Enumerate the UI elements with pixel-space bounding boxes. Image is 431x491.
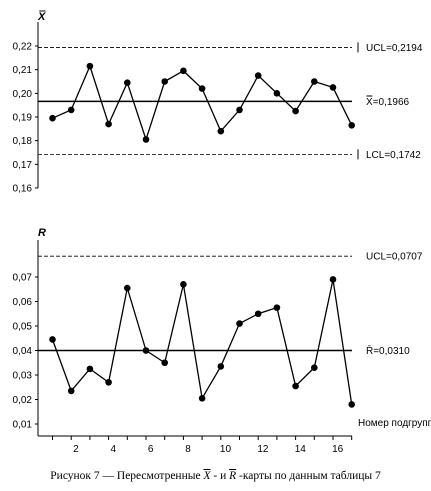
r-data-point xyxy=(236,320,243,327)
r-data-point xyxy=(124,284,131,292)
caption-rbar-symbol: R xyxy=(229,470,237,482)
xbar-y-tick-label: 0,20 xyxy=(13,89,33,100)
xbar-data-point xyxy=(292,107,299,115)
xbar-chart: X̿ 0,16 0,17 0,18 0,19 0,20 0,21 0,22 UCL=0,21… xyxy=(13,10,423,195)
xbar-data-point xyxy=(180,67,187,75)
xbar-data-point xyxy=(217,127,225,135)
r-y-tick-label: 0,06 xyxy=(13,297,33,308)
r-x-tick-label: 16 xyxy=(332,444,344,455)
xbar-series-line xyxy=(52,64,353,142)
xbar-data-point xyxy=(348,121,356,129)
r-data-point xyxy=(198,394,206,402)
r-y-tick-label: 0,02 xyxy=(13,395,33,406)
xbar-y-tick-label: 0,19 xyxy=(13,113,33,124)
r-x-tick-label: 10 xyxy=(220,444,232,455)
xbar-data-point xyxy=(236,106,243,114)
xbar-y-ticks: 0,16 0,17 0,18 0,19 0,20 0,21 0,22 xyxy=(13,42,38,195)
r-data-point xyxy=(105,379,112,386)
r-data-point xyxy=(273,304,281,311)
xbar-data-point xyxy=(67,106,75,114)
r-ucl-label: UCL=0,0707 xyxy=(366,252,423,263)
xbar-ucl-label: UCL=0,2194 xyxy=(366,43,423,54)
xbar-data-point xyxy=(254,72,262,79)
r-y-tick-label: 0,05 xyxy=(13,322,33,333)
xbar-data-point xyxy=(198,85,206,92)
r-data-point xyxy=(254,310,262,318)
xbar-y-axis-label: X̿ xyxy=(37,10,46,23)
xbar-y-tick-label: 0,17 xyxy=(13,160,33,171)
r-data-point xyxy=(161,359,168,367)
r-data-point xyxy=(49,336,56,343)
xbar-points xyxy=(49,62,356,143)
r-series-line xyxy=(51,279,353,405)
r-data-point xyxy=(217,363,225,370)
r-y-tick-label: 0,07 xyxy=(13,273,33,284)
xbar-data-point xyxy=(105,120,112,128)
xbar-center-label: X̿=0,1966 xyxy=(366,95,410,108)
r-data-point xyxy=(292,382,299,390)
xbar-lcl-label: LCL=0,1742 xyxy=(366,150,421,161)
r-x-tick-label: 6 xyxy=(148,444,154,455)
r-x-tick-label: 14 xyxy=(295,444,307,455)
r-x-axis-label: Номер подгруппы xyxy=(358,418,431,429)
r-data-point xyxy=(67,387,75,395)
r-x-ticks: 2 4 6 8 10 12 14 16 xyxy=(52,436,353,455)
r-y-axis-label: R xyxy=(38,227,46,239)
xbar-data-point xyxy=(311,78,318,85)
caption-mid: - и xyxy=(210,470,230,482)
r-data-point xyxy=(180,281,187,288)
xbar-data-point xyxy=(329,84,337,91)
caption-suffix: -карты по данным таблицы 7 xyxy=(236,470,381,482)
xbar-data-point xyxy=(86,62,94,70)
r-data-point xyxy=(142,347,150,354)
xbar-data-point xyxy=(161,78,168,85)
xbar-data-point xyxy=(124,79,131,86)
r-y-tick-label: 0,01 xyxy=(13,420,33,431)
xbar-y-tick-label: 0,21 xyxy=(13,65,33,76)
xbar-data-point xyxy=(273,90,281,97)
r-y-tick-label: 0,03 xyxy=(13,371,33,382)
xbar-y-tick-label: 0,22 xyxy=(13,42,33,53)
r-data-point xyxy=(311,364,318,371)
r-x-tick-label: 8 xyxy=(185,444,191,455)
r-x-tick-label: 4 xyxy=(110,444,116,455)
xbar-data-point xyxy=(49,114,56,122)
r-data-point xyxy=(348,401,356,408)
r-x-tick-label: 2 xyxy=(73,444,79,455)
r-y-ticks: 0,01 0,02 0,03 0,04 0,05 0,06 0,07 xyxy=(13,273,38,431)
r-points xyxy=(49,276,356,408)
xbar-y-tick-label: 0,18 xyxy=(13,136,33,147)
r-data-point xyxy=(86,365,94,373)
caption-xbar-symbol: X xyxy=(203,470,211,482)
figure-caption: Рисунок 7 — Пересмотренные X - и R -карт… xyxy=(0,470,431,482)
xbar-y-tick-label: 0,16 xyxy=(13,184,33,195)
r-y-tick-label: 0,04 xyxy=(13,346,33,357)
r-x-tick-label: 12 xyxy=(257,444,269,455)
r-center-label: R̄=0,0310 xyxy=(366,344,410,357)
r-chart: R 0,01 0,02 0,03 0,04 0,05 0,06 0,07 2 4 6 8 10 12 1… xyxy=(13,227,431,455)
xbar-data-point xyxy=(142,136,150,143)
r-data-point xyxy=(329,276,337,283)
caption-prefix: Рисунок 7 — Пересмотренные xyxy=(50,470,204,482)
